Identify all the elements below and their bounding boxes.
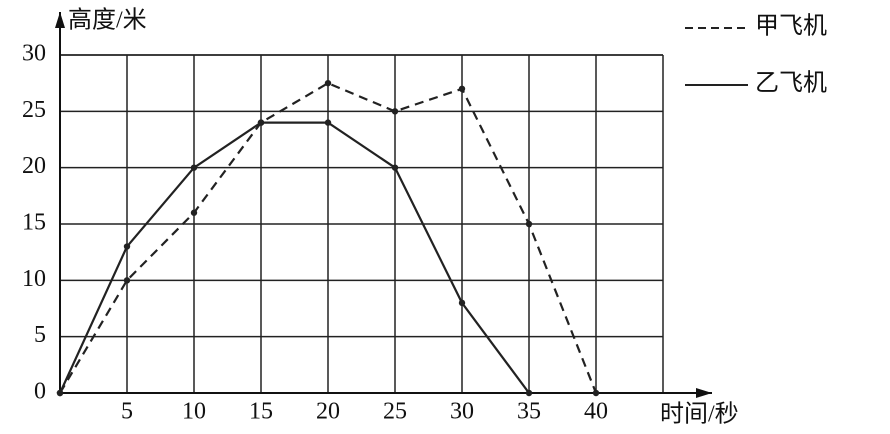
x-tick-label: 40 [584, 399, 608, 425]
x-tick-label: 25 [383, 399, 407, 425]
series-line [58, 121, 530, 394]
data-point [391, 164, 399, 171]
legend-label: 乙飞机 [755, 70, 827, 97]
y-tick-label: 20 [22, 153, 46, 179]
data-point [324, 119, 332, 126]
data-point [190, 209, 198, 216]
data-point [123, 277, 131, 284]
data-point [123, 243, 131, 250]
y-axis-arrow [55, 12, 65, 28]
data-point [257, 119, 265, 126]
y-tick-label: 25 [22, 97, 46, 123]
data-point [592, 389, 600, 397]
data-point [458, 85, 466, 93]
y-tick-label: 10 [22, 266, 46, 292]
data-point [391, 108, 399, 115]
data-point [525, 389, 533, 397]
x-axis-arrow [696, 388, 712, 398]
data-point [190, 164, 198, 171]
legend-label: 甲飞机 [755, 13, 827, 40]
y-tick-label: 0 [34, 379, 46, 405]
data-point [458, 299, 466, 307]
data-point [525, 220, 533, 228]
x-tick-label: 15 [249, 399, 273, 425]
x-tick-label: 5 [121, 399, 133, 425]
x-axis-label: 时间/秒 [660, 401, 739, 428]
x-tick-label: 10 [182, 399, 206, 425]
y-tick-label: 15 [22, 210, 46, 236]
x-tick-label: 35 [517, 399, 541, 425]
data-point [56, 389, 64, 397]
y-tick-label: 30 [22, 41, 46, 67]
series-line [59, 81, 598, 394]
x-tick-label: 20 [316, 399, 340, 425]
y-tick-label: 5 [34, 322, 46, 348]
x-tick-label: 30 [450, 399, 474, 425]
y-axis-label: 高度/米 [68, 7, 147, 34]
data-point [324, 79, 332, 87]
